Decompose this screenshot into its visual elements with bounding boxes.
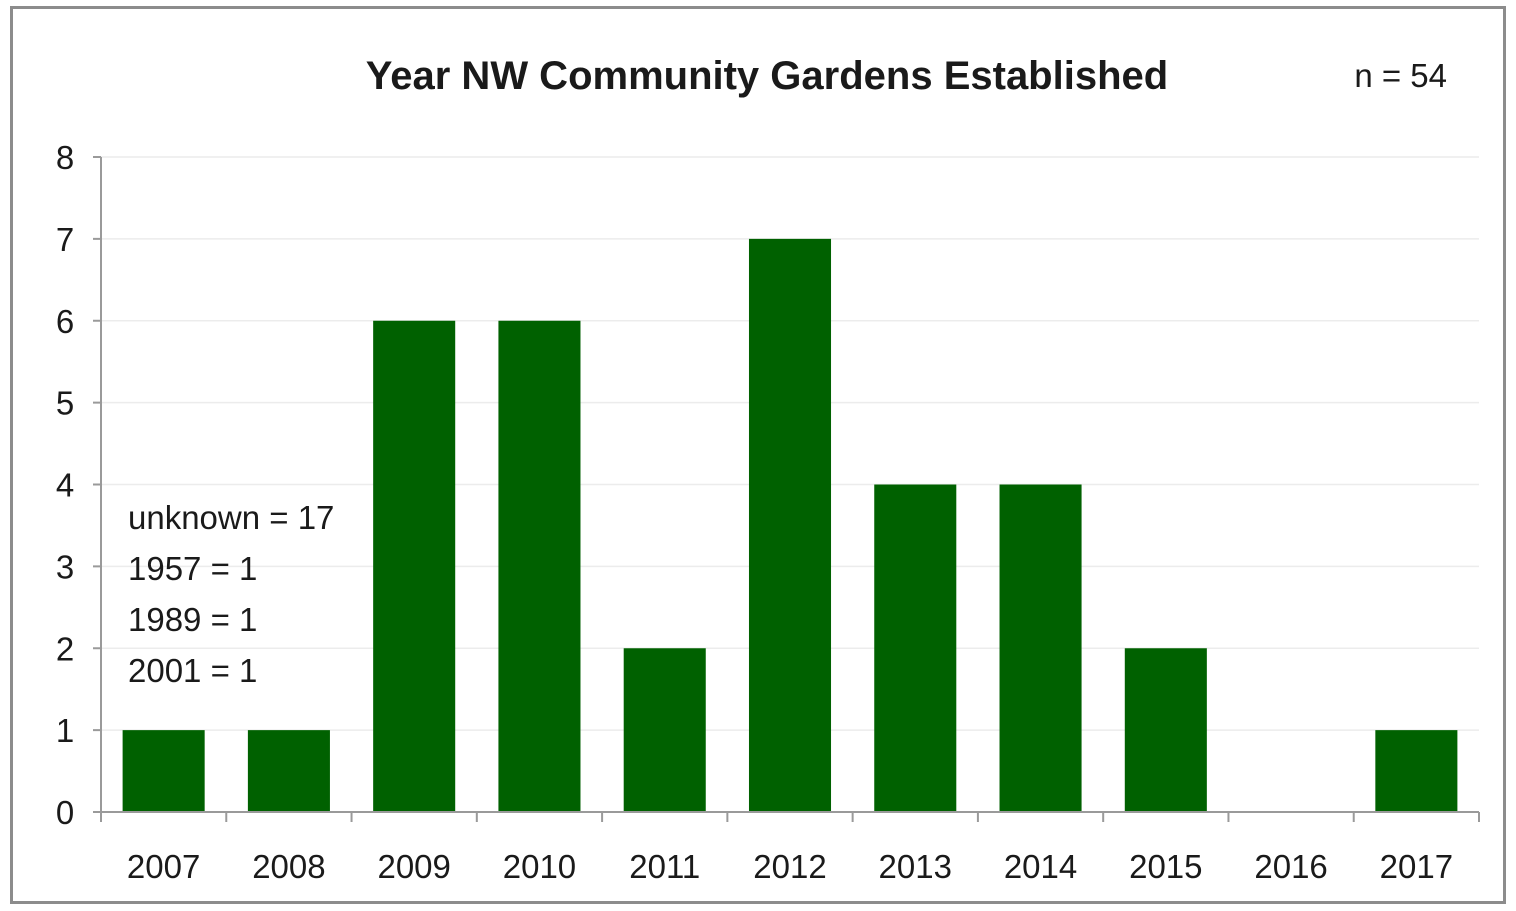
x-tick-label-2009: 2009 xyxy=(377,848,450,885)
x-tick-labels: 2007 2008 2009 2010 2011 2012 2013 2014 2015 2016… xyxy=(100,812,1480,885)
y-tick-labels: 0 1 2 3 4 5 6 7 8 xyxy=(56,139,101,831)
x-tick-label-2008: 2008 xyxy=(252,848,325,885)
bar-2010 xyxy=(498,320,581,812)
y-tick-label-8: 8 xyxy=(56,139,74,176)
annotation-unknown: unknown = 17 xyxy=(128,499,334,536)
annotation-notes: unknown = 17 1957 = 1 1989 = 1 2001 = 1 xyxy=(128,499,334,689)
y-tick-label-1: 1 xyxy=(56,712,74,749)
bar-2015 xyxy=(1124,648,1207,812)
bar-2013 xyxy=(874,484,957,812)
x-tick-label-2016: 2016 xyxy=(1254,848,1327,885)
x-tick-label-2010: 2010 xyxy=(503,848,576,885)
y-tick-label-5: 5 xyxy=(56,385,74,422)
chart-title: Year NW Community Gardens Established xyxy=(366,54,1168,98)
bar-2017 xyxy=(1375,730,1458,812)
y-tick-label-6: 6 xyxy=(56,303,74,340)
bars xyxy=(122,238,1458,812)
x-tick-label-2014: 2014 xyxy=(1004,848,1077,885)
x-tick-label-2007: 2007 xyxy=(127,848,200,885)
sample-size-label: n = 54 xyxy=(1354,57,1447,94)
x-tick-label-2013: 2013 xyxy=(879,848,952,885)
y-tick-label-4: 4 xyxy=(56,467,74,504)
y-tick-label-0: 0 xyxy=(56,794,74,831)
y-tick-label-2: 2 xyxy=(56,630,74,667)
annotation-1989: 1989 = 1 xyxy=(128,601,257,638)
bar-2009 xyxy=(373,320,456,812)
bar-2008 xyxy=(247,730,330,812)
bar-2011 xyxy=(623,648,706,812)
bar-2014 xyxy=(999,484,1082,812)
y-tick-label-3: 3 xyxy=(56,548,74,585)
bar-2012 xyxy=(748,238,832,812)
bar-2007 xyxy=(122,730,205,812)
annotation-1957: 1957 = 1 xyxy=(128,550,257,587)
x-tick-label-2015: 2015 xyxy=(1129,848,1202,885)
x-tick-label-2011: 2011 xyxy=(629,848,700,885)
x-tick-label-2012: 2012 xyxy=(753,848,826,885)
annotation-2001: 2001 = 1 xyxy=(128,652,257,689)
y-tick-label-7: 7 xyxy=(56,221,74,258)
x-tick-label-2017: 2017 xyxy=(1380,848,1453,885)
